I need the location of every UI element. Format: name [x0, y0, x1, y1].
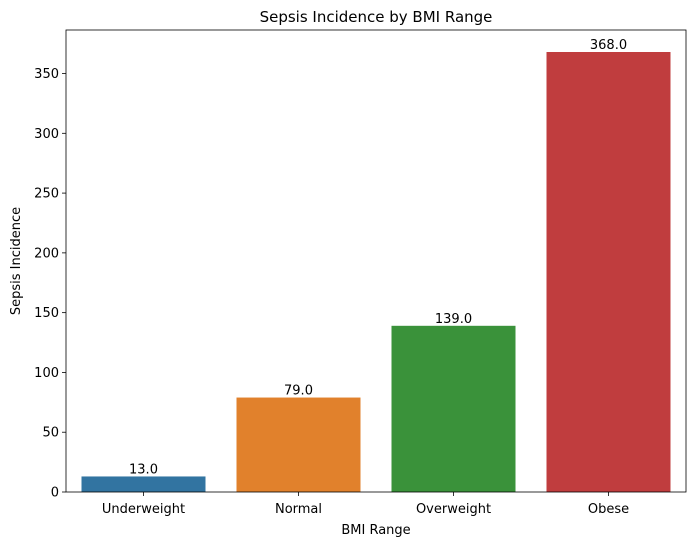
- y-tick-label: 100: [34, 366, 59, 381]
- x-axis-ticks: Underweight Normal Overweight Obese: [102, 492, 629, 517]
- y-tick-label: 50: [42, 426, 59, 441]
- bars-group: [81, 52, 671, 492]
- y-tick-label: 300: [34, 127, 59, 142]
- x-tick-label: Overweight: [416, 502, 491, 517]
- x-tick-label: Normal: [275, 502, 322, 517]
- bar-obese: [546, 52, 671, 492]
- y-axis-label: Sepsis Incidence: [9, 207, 24, 315]
- bar-normal: [236, 397, 361, 492]
- y-tick-label: 350: [34, 67, 59, 82]
- y-tick-label: 250: [34, 187, 59, 202]
- y-tick-label: 0: [51, 486, 59, 501]
- bar-value-label: 368.0: [590, 38, 627, 53]
- y-axis-ticks: 0 50 100 150 200 250 300 350: [34, 67, 66, 501]
- bar-value-labels: 13.0 79.0 139.0 368.0: [129, 38, 627, 477]
- bar-overweight: [391, 325, 516, 492]
- y-tick-label: 150: [34, 306, 59, 321]
- x-tick-label: Obese: [588, 502, 629, 517]
- x-tick-label: Underweight: [102, 502, 185, 517]
- bar-value-label: 79.0: [284, 384, 313, 399]
- bar-underweight: [81, 476, 206, 492]
- y-tick-label: 200: [34, 246, 59, 261]
- x-axis-label: BMI Range: [341, 523, 410, 538]
- bar-value-label: 139.0: [435, 312, 472, 327]
- bar-value-label: 13.0: [129, 462, 158, 477]
- chart-title: Sepsis Incidence by BMI Range: [260, 8, 493, 26]
- plot-frame: [65, 29, 687, 493]
